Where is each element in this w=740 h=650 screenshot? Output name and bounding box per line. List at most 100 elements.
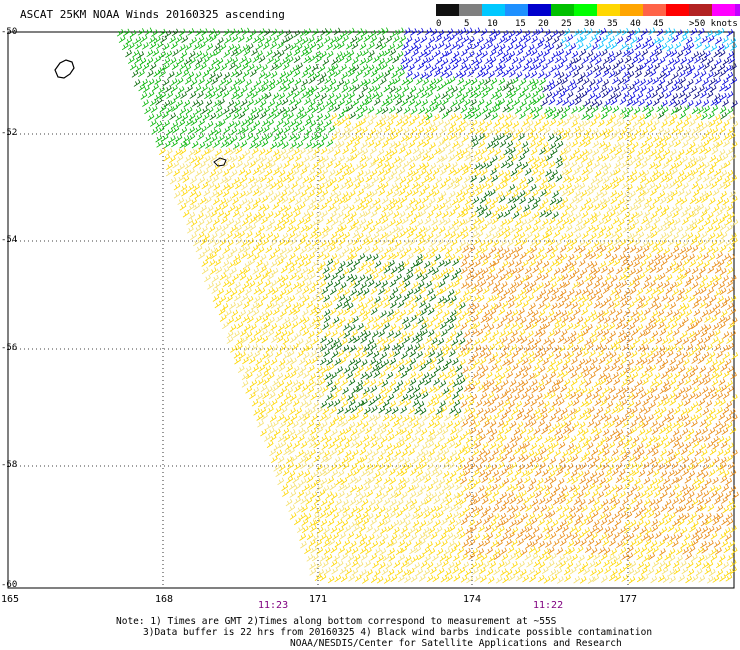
wind-barb — [204, 274, 211, 283]
wind-barb — [197, 218, 205, 227]
wind-barb — [564, 141, 572, 150]
wind-barb — [307, 420, 315, 429]
wind-barb — [381, 379, 389, 388]
wind-barb — [579, 223, 586, 231]
wind-barb — [464, 120, 472, 128]
wind-barb — [534, 468, 542, 477]
wind-barb — [525, 112, 533, 121]
wind-barb — [350, 252, 358, 260]
wind-barb — [252, 112, 260, 121]
wind-barb — [684, 48, 692, 57]
wind-barb — [587, 134, 595, 142]
wind-barb — [221, 223, 229, 232]
wind-barb — [427, 420, 435, 429]
wind-barb — [305, 183, 313, 191]
wind-barb — [424, 202, 432, 211]
wind-barb — [287, 349, 295, 358]
wind-barb — [389, 357, 397, 366]
wind-barb — [230, 169, 238, 178]
wind-barb — [413, 245, 421, 254]
wind-barb — [522, 63, 530, 72]
wind-barb — [193, 160, 200, 169]
wind-barb — [493, 251, 500, 260]
wind-barb — [505, 272, 513, 281]
wind-barb — [159, 28, 166, 37]
wind-barb — [464, 294, 472, 303]
wind-barb — [277, 380, 285, 388]
wind-barb — [703, 161, 710, 170]
wind-barb — [472, 253, 479, 262]
wind-barb — [614, 91, 622, 99]
wind-barb — [376, 247, 384, 255]
wind-barb — [700, 55, 708, 64]
wind-barb — [341, 203, 349, 212]
wind-barb — [445, 246, 453, 254]
wind-barb — [477, 209, 484, 218]
wind-barb — [610, 275, 618, 283]
wind-barb — [193, 62, 201, 71]
wind-barb — [366, 119, 374, 127]
wind-barb — [294, 267, 302, 275]
wind-barb — [653, 393, 660, 402]
wind-barb — [214, 245, 222, 254]
wind-barb — [224, 35, 232, 44]
wind-barb — [400, 134, 408, 143]
wind-barb — [346, 239, 354, 247]
wind-barb — [293, 147, 300, 156]
wind-barb — [335, 225, 343, 233]
wind-barb — [173, 92, 181, 101]
wind-barb — [556, 377, 564, 385]
wind-barb — [627, 62, 635, 71]
wind-barb — [645, 36, 652, 44]
wind-barb — [172, 125, 180, 134]
wind-barb — [280, 309, 287, 318]
wind-barb — [609, 351, 617, 359]
wind-barb — [307, 331, 315, 339]
wind-barb — [556, 293, 564, 302]
wind-barb — [290, 393, 297, 402]
wind-barb — [156, 41, 163, 50]
wind-barb — [437, 316, 445, 325]
wind-barb — [333, 128, 341, 136]
wind-barb — [514, 63, 522, 71]
wind-barb — [375, 107, 383, 115]
wind-barb — [634, 127, 642, 136]
wind-barb — [360, 336, 367, 344]
wind-barb — [370, 267, 378, 275]
wind-barb — [713, 134, 721, 142]
wind-barb — [520, 293, 528, 302]
wind-barb — [724, 83, 732, 92]
wind-barb — [506, 415, 514, 423]
wind-barb — [621, 27, 629, 36]
wind-barb — [503, 288, 511, 296]
wind-barb — [455, 175, 463, 184]
wind-barb — [458, 195, 466, 203]
wind-barb — [282, 337, 290, 345]
wind-barb — [574, 97, 582, 106]
wind-barb — [314, 50, 322, 59]
wind-barb — [368, 50, 375, 58]
wind-barb — [616, 440, 624, 448]
wind-barb — [404, 225, 412, 234]
wind-barb — [489, 303, 497, 311]
wind-barb — [671, 35, 679, 43]
wind-barb — [272, 134, 280, 142]
wind-barb — [412, 442, 420, 450]
wind-barb — [557, 224, 565, 232]
wind-barb — [203, 189, 211, 197]
wind-barb — [307, 321, 315, 330]
wind-barb — [671, 364, 679, 372]
wind-barb — [716, 392, 724, 400]
wind-barb — [497, 420, 505, 428]
wind-barb — [454, 133, 462, 141]
wind-barb — [359, 57, 367, 66]
wind-barb — [193, 42, 200, 51]
wind-barb — [259, 406, 267, 415]
wind-barb — [618, 198, 625, 206]
wind-barb — [118, 35, 126, 43]
wind-barb — [293, 69, 301, 78]
wind-barb — [443, 119, 451, 128]
wind-barb — [576, 162, 584, 171]
wind-barb — [430, 125, 438, 134]
wind-barb — [530, 245, 538, 254]
